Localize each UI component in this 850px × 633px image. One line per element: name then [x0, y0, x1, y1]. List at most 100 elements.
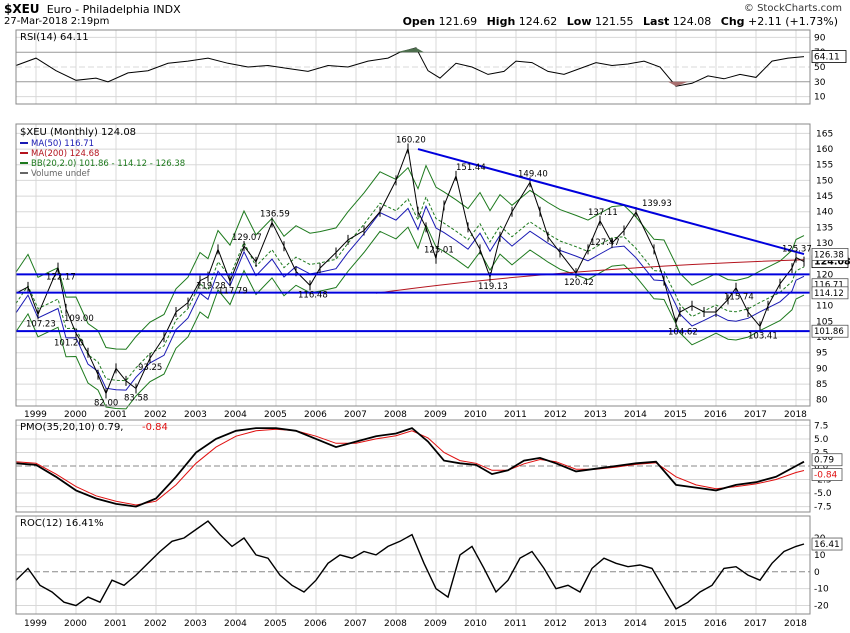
- bottom-year-label: 2009: [424, 619, 447, 629]
- bottom-year-label: 2006: [304, 619, 327, 629]
- price-annotation: 116.48: [298, 290, 328, 300]
- bb-lower-line: [15, 223, 805, 410]
- price-line: [15, 146, 805, 395]
- price-year-label: 2008: [384, 410, 407, 420]
- price-annotation: 136.59: [260, 209, 290, 219]
- roc-label: ROC(12) 16.41%: [20, 518, 104, 529]
- price-annotation: 149.40: [518, 169, 548, 179]
- symbol-description: Euro - Philadelphia INDX: [46, 3, 181, 16]
- bottom-year-label: 2001: [104, 619, 127, 629]
- legend-entry: MA(50) 116.71: [31, 139, 94, 149]
- bottom-year-label: 2004: [224, 619, 247, 629]
- price-annotation: 119.13: [478, 282, 508, 292]
- price-tick-label: 160: [816, 145, 833, 155]
- price-tick-label: 105: [816, 317, 833, 327]
- last-label: Last: [643, 15, 670, 28]
- price-year-label: 2004: [224, 410, 247, 420]
- price-year-label: 2001: [104, 410, 127, 420]
- rsi-line: [15, 47, 805, 87]
- roc-value-box: [811, 537, 843, 551]
- price-title: $XEU (Monthly) 124.08: [20, 127, 136, 138]
- price-year-label: 2002: [144, 410, 167, 420]
- price-tick-label: 155: [816, 161, 833, 171]
- price-annotation: 139.93: [642, 199, 672, 209]
- price-annotation: 122.17: [46, 273, 76, 283]
- pmo-label: PMO(35,20,10) 0.79,: [20, 422, 124, 433]
- pmo-line: [15, 427, 805, 508]
- price-panel-frame: [15, 123, 811, 407]
- price-year-label: 2014: [624, 410, 647, 420]
- bottom-year-label: 2000: [64, 619, 87, 629]
- bottom-year-label: 2007: [344, 619, 367, 629]
- rsi-value-label: 64.11: [814, 53, 840, 63]
- chg-label: Chg: [720, 15, 745, 28]
- bottom-year-label: 2017: [744, 619, 767, 629]
- price-year-label: 2010: [464, 410, 487, 420]
- price-tick-label: 140: [816, 208, 833, 218]
- pmo-value-box: [811, 468, 843, 481]
- quote-summary: Open 121.69 High 124.62 Low 121.55 Last …: [403, 15, 838, 28]
- bb-middle-line: [15, 195, 805, 382]
- price-annotation: 125.01: [424, 246, 454, 256]
- price-value-label: 101.86: [814, 327, 844, 337]
- low-value: 121.55: [595, 15, 634, 28]
- pmo-signal-line: [15, 428, 805, 506]
- price-annotation: 115.74: [724, 293, 754, 303]
- price-value-box: [811, 248, 849, 261]
- rsi-tick-label: 30: [814, 78, 826, 88]
- rsi-oversold-fill: [668, 81, 688, 87]
- price-tick-label: 145: [816, 192, 833, 202]
- pmo-tick-label: 5.0: [814, 435, 829, 445]
- rsi-tick-label: 50: [814, 63, 826, 73]
- price-annotation: 82.00: [94, 398, 118, 408]
- pmo-signal-label: -0.84: [142, 422, 168, 433]
- price-tick-label: 95: [816, 349, 827, 359]
- rsi-panel-frame: [15, 29, 811, 105]
- pmo-value-box: [811, 453, 843, 467]
- price-annotation: 127.47: [590, 238, 620, 248]
- rsi-value-box: [811, 50, 847, 63]
- price-annotation: 119.28: [196, 282, 226, 292]
- price-year-label: 2003: [184, 410, 207, 420]
- rsi-label: RSI(14) 64.11: [20, 32, 89, 43]
- pmo-value-label: -0.84: [814, 471, 838, 481]
- price-annotation: 160.20: [396, 135, 426, 145]
- brand-watermark: © StockCharts.com: [743, 3, 842, 14]
- price-year-label: 2018: [784, 410, 807, 420]
- bottom-year-label: 2008: [384, 619, 407, 629]
- downtrend-line: [417, 148, 805, 255]
- open-value: 121.69: [438, 15, 478, 28]
- price-annotation: 101.20: [54, 338, 84, 348]
- price-year-label: 2000: [64, 410, 87, 420]
- price-tick-label: 80: [816, 396, 828, 406]
- pmo-value-label: 0.79: [814, 456, 834, 466]
- bottom-year-label: 2016: [704, 619, 727, 629]
- price-value-label: 124.08: [814, 257, 850, 268]
- price-year-label: 2009: [424, 410, 447, 420]
- rsi-tick-label: 90: [814, 33, 826, 43]
- high-value: 124.62: [518, 15, 558, 28]
- price-annotation: 107.23: [26, 319, 56, 329]
- price-annotation: 103.41: [748, 331, 778, 341]
- price-value-box: [811, 324, 849, 338]
- legend-entry: BB(20,2.0) 101.86 - 114.12 - 126.38: [31, 159, 185, 169]
- price-year-label: 2005: [264, 410, 287, 420]
- price-tick-label: 100: [816, 333, 833, 343]
- price-year-label: 2012: [544, 410, 567, 420]
- roc-tick-label: -10: [814, 585, 829, 595]
- price-annotation: 104.62: [668, 328, 698, 338]
- price-annotation: 125.37: [782, 245, 812, 255]
- price-tick-label: 150: [816, 176, 833, 186]
- price-annotation: 83.58: [124, 394, 148, 404]
- roc-tick-label: 10: [814, 551, 826, 561]
- pmo-tick-label: 0.0: [814, 462, 829, 472]
- roc-value-label: 16.41: [814, 540, 840, 550]
- bottom-year-label: 2018: [784, 619, 807, 629]
- price-year-label: 2013: [584, 410, 607, 420]
- price-annotation: 137.11: [588, 208, 618, 218]
- price-annotation: 129.07: [232, 233, 262, 243]
- high-label: High: [486, 15, 516, 28]
- bottom-year-label: 2011: [504, 619, 527, 629]
- timestamp: 27-Mar-2018 2:19pm: [4, 16, 110, 27]
- price-tick-label: 85: [816, 380, 827, 390]
